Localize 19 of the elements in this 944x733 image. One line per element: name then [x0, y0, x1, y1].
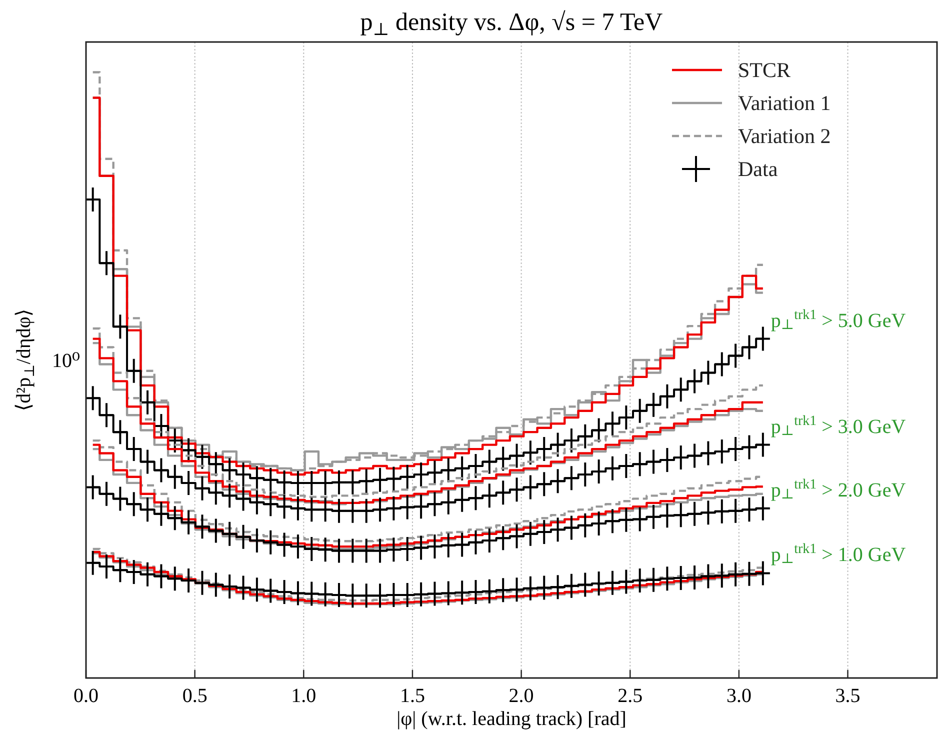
x-tick-label: 3.0 [726, 685, 752, 707]
annotation: p$_{⊥}$$^{trk1}$ > 1.0 GeV [770, 542, 906, 567]
annotation: p$_{⊥}$$^{trk1}$ > 5.0 GeV [770, 308, 906, 333]
x-tick-label: 1.5 [400, 685, 425, 707]
legend-label: Variation 2 [738, 124, 831, 148]
x-tick-label: 2.0 [508, 685, 534, 707]
text: 10⁰ [52, 350, 80, 372]
x-tick-label: 0.0 [74, 685, 98, 707]
annotation: p$_{⊥}$$^{trk1}$ > 3.0 GeV [770, 414, 906, 439]
x-tick-label: 3.5 [835, 685, 860, 707]
chart-title: p$_{⊥}$ density vs. Δφ, √s = 7 TeV [360, 9, 663, 38]
legend-label: Variation 1 [738, 91, 831, 115]
x-tick-label: 2.5 [618, 685, 643, 707]
x-tick-label: 0.5 [182, 685, 208, 707]
annotation: p$_{⊥}$$^{trk1}$ > 2.0 GeV [770, 477, 906, 502]
legend-label: STCR [738, 58, 791, 82]
x-axis-title: |φ| (w.r.t. leading track) [rad] [396, 708, 626, 730]
legend-label: Data [738, 157, 778, 181]
x-tick-label: 1.0 [291, 685, 316, 707]
